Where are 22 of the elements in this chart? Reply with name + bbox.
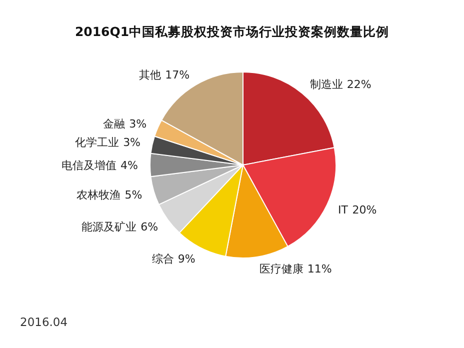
data-label: 5% <box>124 188 142 202</box>
slice-label: 医疗健康 <box>259 262 304 276</box>
slice-label: 化学工业 <box>75 136 120 150</box>
data-label: 4% <box>120 159 138 172</box>
data-label: 9% <box>178 252 196 266</box>
chart-title: 2016Q1中国私募股权投资市场行业投资案例数量比例 <box>74 24 390 39</box>
slice-label: 能源及矿业 <box>82 220 137 234</box>
data-label: 17% <box>165 68 190 82</box>
data-label: 20% <box>352 204 377 217</box>
slice-label: 电信及增值 <box>62 159 117 172</box>
slice-label: IT <box>338 204 348 217</box>
slice-label: 综合 <box>152 252 174 266</box>
data-label: 22% <box>346 78 372 92</box>
slice-label: 其他 <box>139 68 162 82</box>
slice-label: 农林牧渔 <box>76 188 121 202</box>
slice-label: 制造业 <box>310 78 343 92</box>
data-label: 3% <box>123 136 141 150</box>
data-label: 11% <box>307 262 332 276</box>
data-label: 6% <box>140 220 158 234</box>
text: 2016.04 <box>20 315 68 329</box>
data-label: 3% <box>129 117 147 130</box>
slice-label: 金融 <box>103 117 126 130</box>
